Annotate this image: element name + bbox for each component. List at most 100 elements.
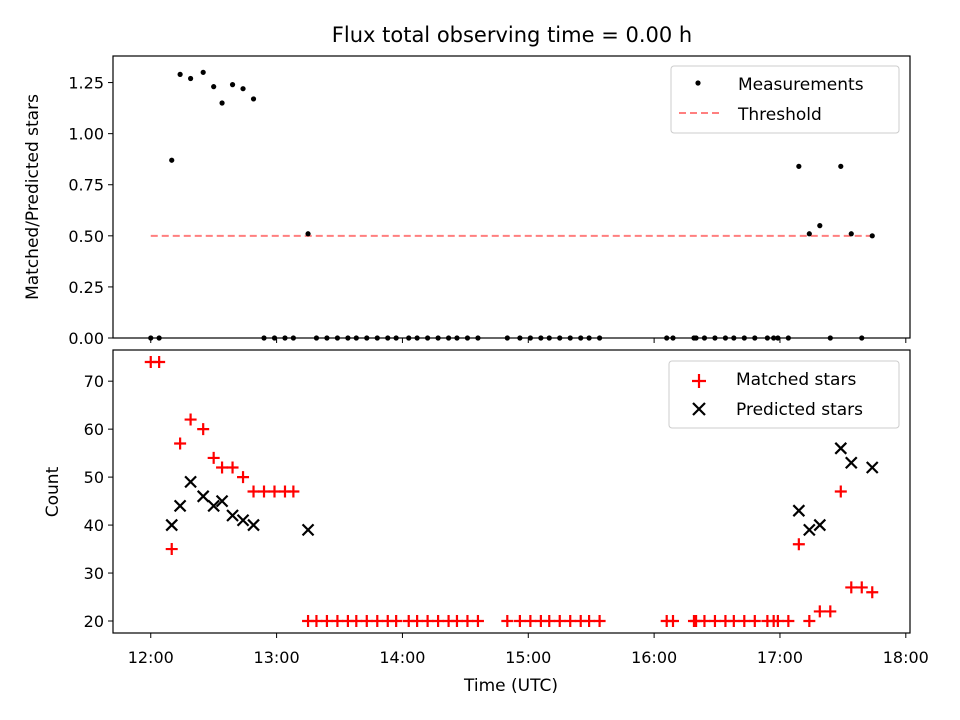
bottom-xtick-label: 14:00: [379, 648, 425, 667]
matched-point: [350, 615, 363, 628]
top-ytick-label: 0.00: [68, 329, 104, 348]
matched-point: [184, 413, 197, 426]
measurement-point: [177, 71, 183, 77]
bottom-axes-frame: [112, 349, 911, 634]
matched-point: [226, 461, 239, 474]
bottom-legend: Matched stars Predicted stars: [668, 360, 900, 429]
legend-matched-label: Matched stars: [736, 370, 856, 390]
bottom-xtick-label: 18:00: [883, 648, 929, 667]
bottom-ytick-label: 70: [84, 372, 104, 391]
matched-point: [174, 437, 187, 450]
matched-point: [771, 615, 784, 628]
bottom-legend-box: [668, 360, 900, 429]
matched-point: [432, 615, 445, 628]
matched-point: [216, 461, 229, 474]
predicted-point: [226, 509, 239, 522]
matched-point: [371, 615, 384, 628]
matched-point: [360, 615, 373, 628]
matched-point: [421, 615, 434, 628]
chart-title: Flux total observing time = 0.00 h: [332, 23, 692, 47]
matched-point: [287, 485, 300, 498]
top-axes-frame: [112, 55, 911, 339]
matched-point: [698, 615, 711, 628]
matched-point: [450, 615, 463, 628]
measurement-point: [219, 100, 225, 106]
predicted-point: [196, 490, 210, 503]
measurement-point: [817, 223, 823, 229]
matched-point: [524, 615, 537, 628]
bottom-ytick-label: 60: [84, 420, 104, 439]
predicted-point: [301, 523, 315, 537]
matched-point: [727, 615, 740, 628]
matched-point: [247, 485, 260, 498]
top-panel: 0.00 0.25 0.50 0.75 1.00 1.25 Matched/Predict…: [23, 55, 911, 348]
matched-point: [237, 471, 250, 484]
legend-predicted-label: Predicted stars: [736, 400, 863, 420]
matched-point: [331, 615, 344, 628]
matched-point: [834, 485, 847, 498]
matched-point: [471, 615, 484, 628]
bottom-ytick-label: 50: [84, 468, 104, 487]
matched-point: [564, 615, 577, 628]
top-ytick-label: 1.25: [68, 74, 104, 93]
predicted-point: [184, 475, 197, 489]
predicted-point: [834, 442, 848, 455]
bottom-xlabel: Time (UTC): [463, 676, 558, 696]
matched-point: [461, 615, 474, 628]
top-ytick-label: 0.50: [68, 227, 104, 246]
matched-point: [310, 615, 323, 628]
measurement-point: [188, 75, 194, 82]
legend-matched-symbol: [692, 374, 706, 388]
top-legend-box: [670, 65, 900, 134]
top-axis: 0.00 0.25 0.50 0.75 1.00 1.25: [68, 74, 907, 348]
measurement-point: [211, 84, 217, 90]
matched-point: [583, 615, 596, 628]
bottom-xtick-label: 16:00: [631, 648, 677, 667]
bottom-ytick-label: 20: [84, 612, 104, 631]
predicted-point: [165, 518, 179, 532]
matched-point: [207, 451, 220, 464]
legend-measurements-symbol: [695, 80, 701, 86]
bottom-xtick-label: 15:00: [505, 648, 551, 667]
matched-point: [813, 605, 826, 618]
matched-point: [866, 586, 879, 599]
matched-point: [553, 615, 566, 628]
matched-point: [792, 538, 805, 551]
matched-point: [411, 615, 424, 628]
bottom-axis: 20 30 40 50 60 70 12:00 13:00 14:00 15:00 16:00 17:…: [84, 372, 929, 667]
top-ytick-label: 0.75: [68, 176, 104, 195]
matched-point: [153, 355, 166, 368]
bottom-xtick-label: 17:00: [757, 648, 803, 667]
bottom-ytick-label: 40: [84, 516, 104, 535]
bottom-xtick-label: 13:00: [254, 648, 300, 667]
legend-measurements-label: Measurements: [738, 75, 864, 95]
matched-point: [390, 615, 403, 628]
legend-threshold-label: Threshold: [737, 105, 822, 125]
matched-point: [803, 615, 816, 628]
measurement-point: [806, 231, 812, 237]
bottom-xtick-label: 12:00: [128, 648, 174, 667]
top-ylabel: Matched/Predicted stars: [23, 94, 43, 300]
matched-point: [258, 485, 271, 498]
measurement-point: [229, 82, 236, 88]
measurement-point: [169, 157, 175, 163]
bottom-ytick-label: 30: [84, 564, 104, 583]
measurement-point: [838, 163, 844, 169]
top-ytick-label: 1.00: [68, 125, 104, 144]
measurement-point: [250, 96, 257, 102]
measurement-point: [200, 69, 206, 75]
matched-point: [845, 581, 858, 594]
predicted-point: [803, 523, 816, 537]
matched-point: [666, 615, 679, 628]
predicted-point: [215, 494, 229, 508]
top-legend: Measurements Threshold: [670, 65, 900, 134]
predicted-point: [247, 518, 260, 532]
matched-point: [824, 605, 837, 618]
matched-point: [738, 615, 751, 628]
matched-point: [268, 485, 281, 498]
predicted-point: [813, 518, 827, 532]
predicted-point: [792, 504, 806, 517]
bottom-panel: 20 30 40 50 60 70 12:00 13:00 14:00 15:00 16:00 17:…: [43, 349, 929, 696]
legend-predicted-symbol: [692, 402, 706, 416]
